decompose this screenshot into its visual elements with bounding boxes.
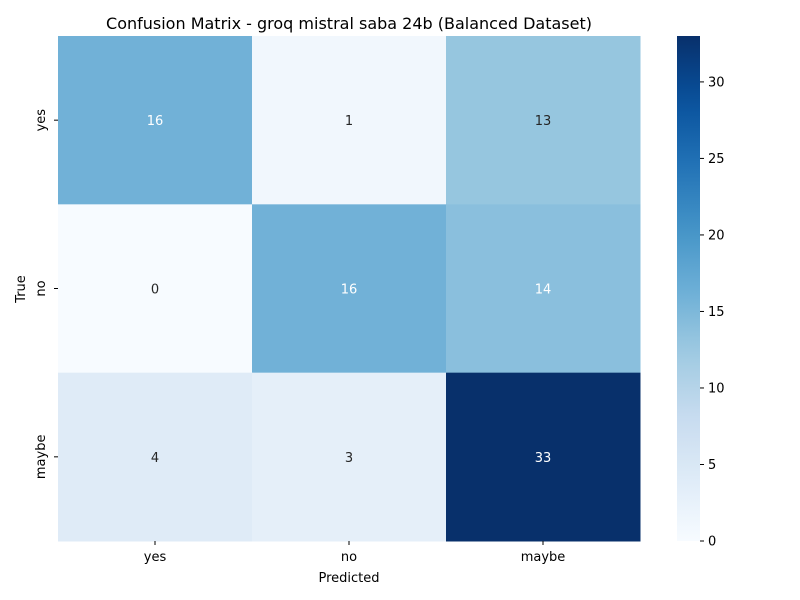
y-axis-ticks: yes no maybe xyxy=(34,109,58,479)
x-tick-label: maybe xyxy=(521,550,566,565)
x-tick-label: no xyxy=(341,550,357,565)
colorbar-tick-label: 15 xyxy=(708,305,725,320)
cell-value-label: 4 xyxy=(151,451,159,466)
heatmap-cell xyxy=(58,36,253,205)
heatmap-cell xyxy=(446,372,641,542)
cell-value-label: 1 xyxy=(345,114,353,129)
heatmap-cell xyxy=(58,204,253,374)
y-tick-label: maybe xyxy=(34,435,49,480)
colorbar-tick-label: 20 xyxy=(708,228,725,243)
colorbar-tick-label: 0 xyxy=(708,535,716,550)
heatmap-cell xyxy=(446,204,641,374)
heatmap-cell xyxy=(446,36,641,205)
x-axis-label: Predicted xyxy=(318,571,379,586)
cell-value-label: 33 xyxy=(535,451,552,466)
cell-value-label: 3 xyxy=(345,451,353,466)
cell-value-label: 13 xyxy=(535,114,552,129)
heatmap-cell xyxy=(252,372,447,542)
x-tick-label: yes xyxy=(144,550,167,565)
y-tick-label: no xyxy=(34,280,49,296)
colorbar-gradient xyxy=(677,36,700,541)
colorbar-tick-label: 25 xyxy=(708,152,725,167)
cell-value-label: 16 xyxy=(341,283,358,298)
cell-value-label: 0 xyxy=(151,283,159,298)
cell-value-label: 14 xyxy=(535,283,552,298)
colorbar-tick-label: 5 xyxy=(708,458,716,473)
x-axis-ticks: yes no maybe xyxy=(144,541,566,565)
colorbar-tick-label: 10 xyxy=(708,381,725,396)
y-tick-label: yes xyxy=(34,109,49,132)
y-axis-label: True xyxy=(14,275,29,304)
colorbar: 0 5 10 15 20 25 30 xyxy=(677,36,725,550)
heatmap-cell xyxy=(252,204,447,374)
heatmap-cells: 16 1 130 16 144 3 33 xyxy=(58,36,641,542)
cell-value-label: 16 xyxy=(147,114,164,129)
heatmap-cell xyxy=(58,372,253,542)
colorbar-tick-label: 30 xyxy=(708,75,725,90)
heatmap-cell xyxy=(252,36,447,205)
chart-title: Confusion Matrix - groq mistral saba 24b… xyxy=(106,14,592,33)
